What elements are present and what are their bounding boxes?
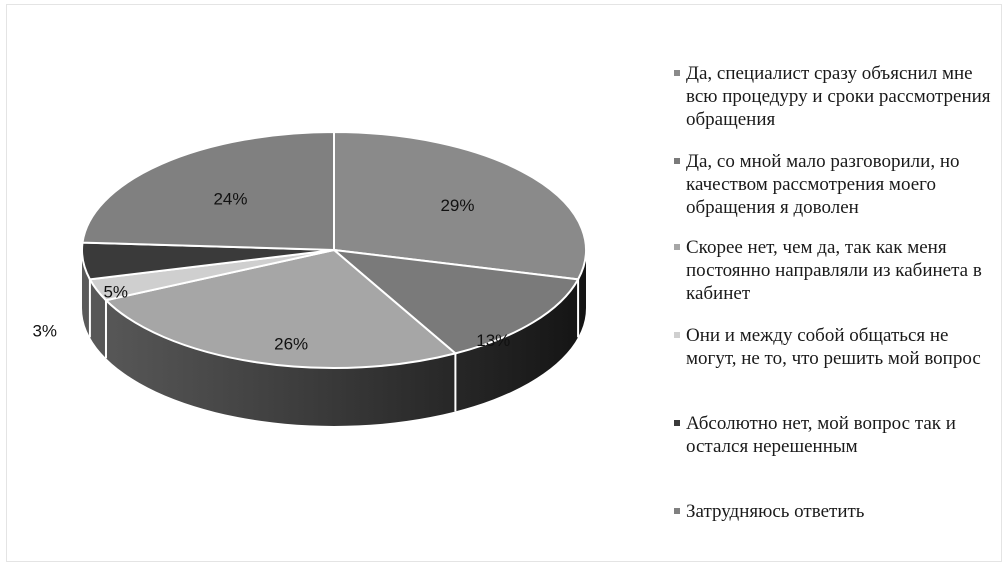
legend-label: Скорее нет, чем да, так как меня постоян…	[686, 237, 982, 304]
legend-label: Да, со мной мало разговорили, но качеств…	[686, 151, 960, 218]
pie-data-labels: 29% 13% 26% 3% 5% 24%	[32, 189, 510, 353]
legend-swatch	[674, 244, 680, 250]
pie-slice-2	[330, 248, 580, 355]
pie-data-label-4: 3%	[32, 322, 57, 341]
pie-data-label-1: 29%	[440, 196, 474, 215]
legend-label: Они и между собой общаться не могут, не …	[686, 325, 981, 369]
pie-slice-1	[333, 130, 587, 281]
legend-item: Да, специалист сразу объяснил мне всю пр…	[674, 62, 992, 131]
legend-swatch	[674, 508, 680, 514]
pie-slice-6	[81, 130, 335, 252]
pie-data-label-3: 26%	[274, 335, 308, 354]
legend-label: Абсолютно нет, мой вопрос так и остался …	[686, 413, 956, 457]
legend-item: Скорее нет, чем да, так как меня постоян…	[674, 236, 992, 305]
pie-data-label-6: 24%	[213, 189, 247, 208]
pie-slice-3	[103, 248, 458, 369]
legend-item: Затрудняюсь ответить	[674, 500, 992, 523]
pie-data-label-2: 13%	[476, 331, 510, 350]
legend-swatch	[674, 420, 680, 426]
pie-depth	[82, 250, 586, 426]
legend-item: Абсолютно нет, мой вопрос так и остался …	[674, 412, 992, 458]
pie-side-band	[82, 250, 586, 426]
pie-slices	[81, 130, 587, 369]
legend-swatch	[674, 70, 680, 76]
legend-swatch	[674, 158, 680, 164]
legend-label: Затрудняюсь ответить	[686, 501, 865, 522]
legend-label: Да, специалист сразу объяснил мне всю пр…	[686, 63, 991, 130]
legend-swatch	[674, 332, 680, 338]
pie-data-label-5: 5%	[103, 283, 128, 302]
legend-item: Да, со мной мало разговорили, но качеств…	[674, 150, 992, 219]
legend-item: Они и между собой общаться не могут, не …	[674, 324, 992, 370]
